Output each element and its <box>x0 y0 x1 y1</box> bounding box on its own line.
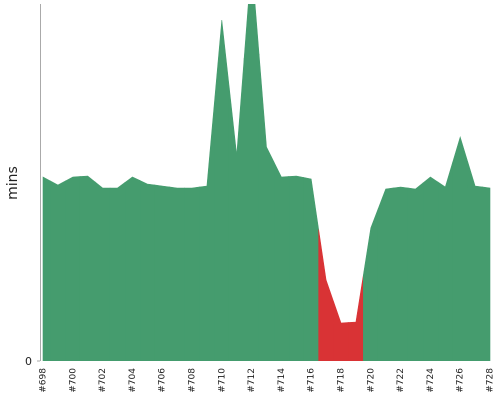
area-segment <box>363 208 379 361</box>
area-segment <box>318 229 334 361</box>
x-tick-label: #702 <box>98 368 108 393</box>
x-tick-label: #698 <box>39 368 49 393</box>
area-segment <box>50 180 66 361</box>
area-segment <box>109 181 126 361</box>
area-segment <box>94 181 111 361</box>
y-axis-label: mins <box>5 166 21 200</box>
area-segment <box>273 161 290 361</box>
x-tick-label: #714 <box>277 368 287 393</box>
area-segment <box>303 177 319 361</box>
x-tick-label: #706 <box>158 368 168 393</box>
area-segment <box>437 161 454 361</box>
area-segment <box>139 180 156 361</box>
y-tick-label: 0 <box>25 355 32 368</box>
x-tick-label: #724 <box>426 368 436 393</box>
x-tick-label: #726 <box>456 368 466 393</box>
x-tick-label: #716 <box>307 368 317 393</box>
area-segment <box>407 182 424 361</box>
area-segment <box>288 175 305 361</box>
x-tick-label: #708 <box>188 368 198 393</box>
area-segment <box>169 186 185 361</box>
area-segment <box>258 53 275 361</box>
area-segment <box>452 135 468 361</box>
area-segment <box>184 186 200 361</box>
area-segment <box>243 4 260 361</box>
area-segment <box>79 175 96 361</box>
area-segment <box>65 176 81 361</box>
area-segment <box>422 176 439 361</box>
area-segment <box>333 301 349 361</box>
area-segment <box>42 176 51 361</box>
area-segment <box>199 102 215 361</box>
area-segment <box>482 186 491 361</box>
area-segment <box>228 57 245 361</box>
area-segment <box>377 187 394 361</box>
area-segment <box>348 274 364 361</box>
x-tick-label: #728 <box>486 368 496 393</box>
area-segment <box>392 186 409 361</box>
x-tick-label: #720 <box>366 368 376 393</box>
x-tick-label: #712 <box>247 368 257 393</box>
x-tick-label: #718 <box>337 368 347 393</box>
plot-area <box>42 4 491 361</box>
x-tick-label: #704 <box>128 368 138 393</box>
area-segment <box>214 19 230 361</box>
area-segment <box>467 161 483 361</box>
area-segment <box>154 184 170 361</box>
x-tick-label: #710 <box>217 368 227 393</box>
x-tick-label: #722 <box>396 368 406 393</box>
x-tick-label: #700 <box>68 368 78 393</box>
area-segment <box>124 176 141 361</box>
